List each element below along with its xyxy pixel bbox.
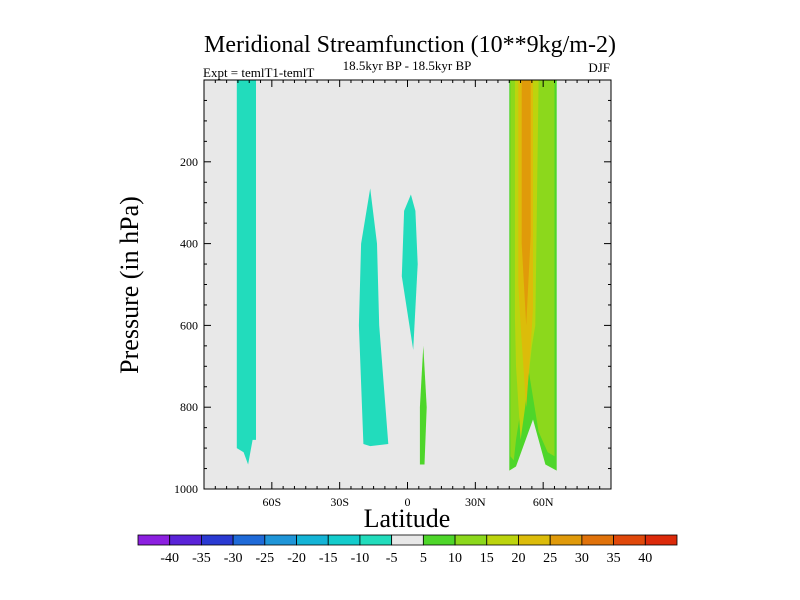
y-tick-label: 800 bbox=[180, 400, 198, 414]
colorbar-swatch bbox=[518, 534, 551, 546]
colorbar-swatch bbox=[137, 534, 171, 546]
colorbar-label: -35 bbox=[192, 551, 211, 566]
colorbar-label: -10 bbox=[351, 551, 370, 566]
y-tick-label: 600 bbox=[180, 318, 198, 332]
colorbar-label: -5 bbox=[386, 551, 398, 566]
minor-ticks bbox=[204, 80, 611, 489]
colorbar-swatch bbox=[264, 534, 297, 546]
plot-area: 60S 30S 0 30N 60N 200 400 600 800 1000 bbox=[174, 79, 612, 509]
y-axis-label: Pressure (in hPa) bbox=[115, 196, 144, 374]
x-tick-label: 60S bbox=[262, 495, 281, 509]
colorbar-label: -15 bbox=[319, 551, 338, 566]
season-label: DJF bbox=[588, 60, 610, 75]
colorbar-label: 30 bbox=[575, 551, 589, 566]
colorbar-swatch bbox=[296, 534, 329, 546]
colorbar-swatch bbox=[359, 534, 393, 546]
colorbar-label: -25 bbox=[255, 551, 274, 566]
time-period-label: 18.5kyr BP - 18.5kyr BP bbox=[343, 58, 472, 73]
colorbar-swatch bbox=[391, 534, 424, 546]
colorbar-label: -20 bbox=[287, 551, 306, 566]
region-neg-5-to-10-equator bbox=[401, 194, 418, 350]
colorbar-label: 25 bbox=[543, 551, 557, 566]
colorbar-label: 5 bbox=[420, 551, 427, 566]
colorbar-swatch bbox=[201, 534, 234, 546]
colorbar-label: 35 bbox=[607, 551, 621, 566]
experiment-label: Expt = temlT1-temlT bbox=[203, 65, 314, 80]
colorbar-swatch bbox=[454, 534, 488, 546]
colorbar-swatch bbox=[644, 534, 678, 546]
colorbar-swatch bbox=[613, 534, 646, 546]
y-tick-label: 1000 bbox=[174, 482, 198, 496]
x-tick-label: 30S bbox=[330, 495, 349, 509]
y-axis-ticks: 200 400 600 800 1000 bbox=[174, 155, 611, 496]
contour-regions bbox=[236, 80, 557, 471]
region-5-to-10-equator bbox=[419, 345, 427, 465]
y-tick-label: 200 bbox=[180, 155, 198, 169]
colorbar-label: 15 bbox=[480, 551, 494, 566]
chart-title: Meridional Streamfunction (10**9kg/m-2) bbox=[204, 32, 616, 58]
colorbar-swatch bbox=[169, 534, 202, 546]
colorbar-label: 20 bbox=[511, 551, 525, 566]
region-25-to-30-north bbox=[521, 80, 531, 326]
colorbar-label: -30 bbox=[224, 551, 243, 566]
colorbar: -40 -35 -30 -25 -20 -15 -10 -5 5 10 15 20 25 30 35 40 bbox=[137, 534, 678, 566]
y-tick-label: 400 bbox=[180, 237, 198, 251]
colorbar-swatch bbox=[549, 534, 583, 546]
colorbar-swatch bbox=[581, 534, 614, 546]
x-tick-label: 60N bbox=[533, 495, 554, 509]
colorbar-label: 40 bbox=[638, 551, 652, 566]
x-axis-label: Latitude bbox=[364, 504, 451, 533]
x-tick-label: 30N bbox=[465, 495, 486, 509]
colorbar-swatch bbox=[327, 534, 361, 546]
region-neg-5-to-10-south-polar bbox=[236, 80, 256, 465]
region-neg-5-to-10-south-subtropics bbox=[358, 188, 389, 447]
colorbar-swatch bbox=[232, 534, 266, 546]
colorbar-label: 10 bbox=[448, 551, 462, 566]
colorbar-label: -40 bbox=[160, 551, 179, 566]
colorbar-swatch bbox=[422, 534, 456, 546]
colorbar-swatch bbox=[486, 534, 519, 546]
x-tick-label: 0 bbox=[405, 495, 411, 509]
x-axis-ticks: 60S 30S 0 30N 60N bbox=[262, 80, 554, 509]
